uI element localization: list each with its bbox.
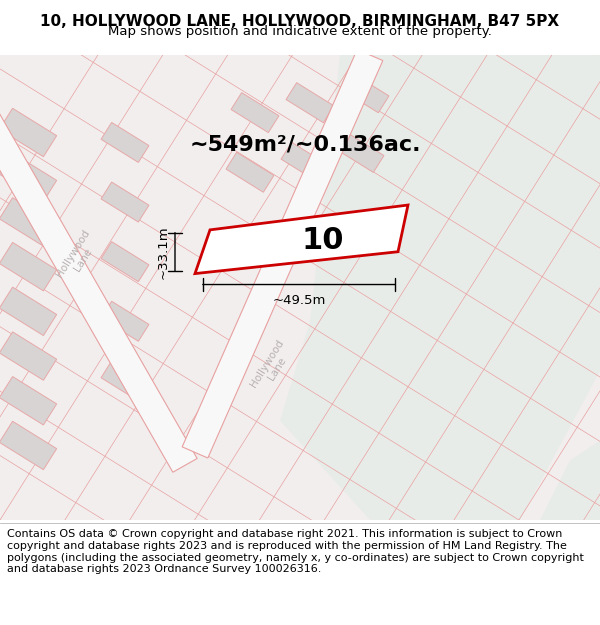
Polygon shape bbox=[0, 101, 197, 472]
Polygon shape bbox=[0, 332, 56, 380]
Polygon shape bbox=[195, 205, 408, 274]
Polygon shape bbox=[0, 153, 56, 201]
Polygon shape bbox=[280, 55, 600, 520]
Text: 10, HOLLYWOOD LANE, HOLLYWOOD, BIRMINGHAM, B47 5PX: 10, HOLLYWOOD LANE, HOLLYWOOD, BIRMINGHA… bbox=[40, 14, 560, 29]
Polygon shape bbox=[281, 142, 329, 182]
Polygon shape bbox=[0, 376, 56, 425]
Text: ~33.1m: ~33.1m bbox=[157, 225, 170, 279]
Polygon shape bbox=[336, 132, 384, 173]
Polygon shape bbox=[101, 122, 149, 162]
Polygon shape bbox=[101, 361, 149, 401]
Polygon shape bbox=[0, 242, 56, 291]
Polygon shape bbox=[231, 92, 279, 132]
Polygon shape bbox=[286, 82, 334, 122]
Text: ~49.5m: ~49.5m bbox=[272, 294, 326, 308]
Polygon shape bbox=[0, 287, 56, 336]
Polygon shape bbox=[0, 421, 56, 470]
Polygon shape bbox=[341, 72, 389, 112]
Polygon shape bbox=[540, 441, 600, 520]
Polygon shape bbox=[101, 301, 149, 341]
Text: 10: 10 bbox=[302, 226, 344, 254]
Text: Map shows position and indicative extent of the property.: Map shows position and indicative extent… bbox=[108, 26, 492, 39]
Text: ~549m²/~0.136ac.: ~549m²/~0.136ac. bbox=[189, 134, 421, 154]
Polygon shape bbox=[0, 55, 600, 520]
Polygon shape bbox=[182, 49, 383, 458]
Text: Hollywood
Lane: Hollywood Lane bbox=[248, 338, 295, 394]
Polygon shape bbox=[101, 242, 149, 282]
Polygon shape bbox=[0, 198, 56, 246]
Polygon shape bbox=[101, 182, 149, 222]
Polygon shape bbox=[0, 108, 56, 157]
Polygon shape bbox=[226, 152, 274, 192]
Text: Hollywood
Lane: Hollywood Lane bbox=[55, 228, 101, 286]
Text: Contains OS data © Crown copyright and database right 2021. This information is : Contains OS data © Crown copyright and d… bbox=[7, 529, 584, 574]
